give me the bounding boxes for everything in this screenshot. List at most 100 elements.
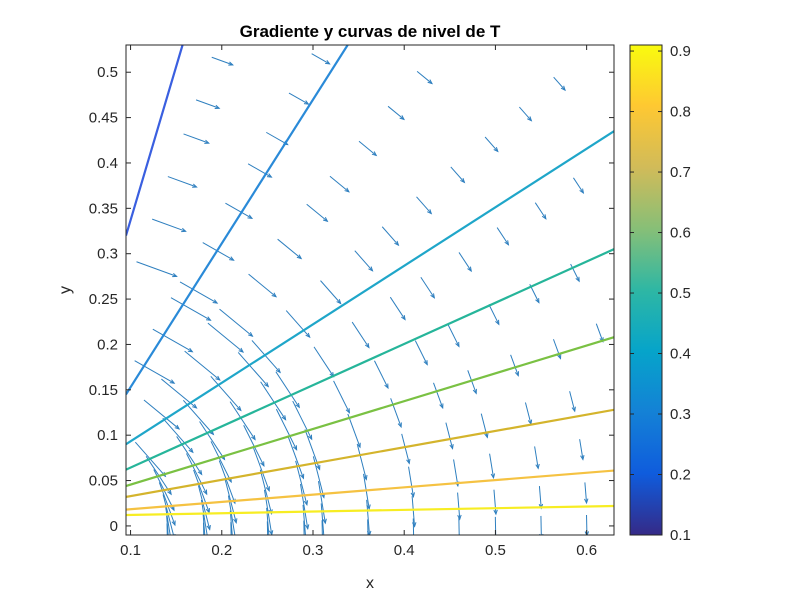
y-axis: 0 0.05 0.1 0.15 0.2 0.25 0.3 0.35 0.4 0.45 0.5	[89, 64, 614, 535]
colorbar	[629, 44, 663, 536]
gradient-arrow-head	[495, 319, 500, 326]
gradient-arrow-shaft	[260, 381, 287, 420]
gradient-arrow-head	[188, 447, 194, 454]
gradient-arrow-shaft	[401, 433, 410, 464]
gradient-arrow-shaft	[524, 402, 532, 425]
gradient-arrow-shaft	[218, 460, 236, 504]
gradient-arrow-head	[560, 85, 566, 92]
gradient-arrow-shaft	[277, 238, 302, 259]
gradient-arrow-head	[366, 504, 371, 511]
gradient-arrow-head	[170, 546, 173, 550]
gradient-arrow-head	[455, 341, 460, 348]
gradient-arrow-head	[233, 536, 236, 540]
gradient-arrow-head	[493, 147, 499, 153]
gradient-arrow-head	[460, 177, 466, 184]
gradient-arrow-shaft	[553, 76, 566, 91]
gradient-arrow-shaft	[458, 517, 460, 535]
gradient-arrow-shaft	[237, 352, 269, 387]
gradient-arrow-shaft	[510, 354, 519, 376]
gradient-arrow-head	[366, 530, 372, 535]
gradient-arrow-shaft	[230, 522, 232, 535]
gradient-arrow-shaft	[538, 486, 542, 509]
gradient-arrow-shaft	[229, 401, 256, 440]
y-tick-label: 0.5	[97, 64, 118, 81]
gradient-arrow-shaft	[251, 340, 281, 373]
gradient-arrow-shaft	[387, 105, 405, 120]
gradient-arrow-shaft	[416, 70, 433, 84]
gradient-arrow-shaft	[321, 520, 323, 535]
gradient-arrow-shaft	[229, 510, 233, 535]
gradient-arrow-head	[368, 266, 374, 272]
gradient-arrow-head	[206, 540, 209, 544]
gradient-arrow-shaft	[467, 370, 477, 394]
gradient-arrow-head	[166, 565, 170, 569]
gradient-arrow-head	[423, 360, 428, 366]
gradient-arrow-shaft	[176, 436, 203, 475]
gradient-arrow-shaft	[489, 453, 495, 478]
gradient-arrow-shaft	[573, 177, 584, 194]
gradient-arrow-shaft	[367, 519, 369, 535]
gradient-arrow-head	[467, 266, 472, 273]
contour-line	[126, 469, 614, 511]
gradient-arrow-head	[167, 489, 172, 496]
gradient-arrow-head	[493, 509, 498, 516]
gradient-arrow-head	[336, 299, 342, 305]
gradient-arrow-head	[399, 115, 405, 121]
gradient-arrow-head	[232, 552, 235, 556]
gradient-arrow-head	[305, 332, 311, 339]
gradient-arrow-head	[275, 368, 281, 374]
gradient-arrow-shaft	[411, 496, 416, 527]
gradient-arrow-head	[292, 445, 298, 451]
gradient-arrow-head	[230, 563, 234, 567]
gradient-arrow-head	[295, 402, 301, 409]
gradient-arrow-shaft	[333, 380, 350, 413]
gradient-arrow-shaft	[247, 163, 272, 178]
x-tick-label: 0.5	[485, 542, 506, 559]
gradient-arrow-head	[371, 151, 378, 157]
gradient-arrow-head	[265, 486, 270, 492]
gradient-arrow-head	[514, 371, 520, 377]
gradient-arrow-shaft	[579, 439, 584, 460]
gradient-arrow-shaft	[162, 417, 194, 453]
gradient-arrow-shaft	[166, 515, 169, 535]
colorbar-tick-label: 0.7	[670, 164, 691, 181]
gradient-arrow-shaft	[292, 400, 313, 440]
gradient-arrow-head	[187, 347, 194, 353]
gradient-arrow-head	[266, 173, 273, 178]
gradient-arrow-head	[557, 354, 562, 360]
gradient-arrow-shaft	[197, 485, 211, 530]
x-tick-label: 0.4	[394, 542, 415, 559]
gradient-arrow-head	[204, 139, 211, 144]
gradient-arrow-shaft	[243, 424, 265, 467]
gradient-arrow-shaft	[299, 483, 309, 529]
gradient-arrow-shaft	[303, 520, 305, 535]
gradient-arrow-shaft	[152, 328, 193, 353]
gradient-arrow-shaft	[450, 166, 465, 183]
gradient-arrow-head	[410, 492, 415, 498]
y-tick-label: 0.3	[97, 246, 118, 263]
gradient-arrow-shaft	[288, 92, 309, 105]
gradient-arrow-head	[580, 454, 585, 461]
gradient-arrow-head	[174, 424, 181, 430]
gradient-arrow-head	[406, 458, 411, 465]
y-axis-label: y	[57, 286, 74, 294]
gradient-arrow-shaft	[493, 489, 497, 515]
gradient-arrow-head	[457, 514, 462, 521]
gradient-arrow-head	[571, 406, 576, 413]
gradient-arrow-shaft	[457, 492, 461, 520]
gradient-arrow-shaft	[347, 413, 361, 448]
x-tick-label: 0.3	[303, 542, 324, 559]
gradient-arrow-head	[325, 60, 331, 65]
gradient-arrow-head	[197, 469, 203, 476]
gradient-arrow-head	[214, 104, 221, 110]
gradient-arrow-shaft	[416, 196, 432, 214]
gradient-arrow-shaft	[199, 421, 225, 460]
colorbar-tick-label: 0.5	[670, 285, 691, 302]
gradient-arrow-shaft	[329, 175, 350, 193]
gradient-arrow-head	[584, 531, 590, 535]
gradient-arrow-shaft	[445, 422, 454, 449]
y-tick-label: 0.05	[89, 473, 118, 490]
gradient-arrow-shaft	[275, 408, 298, 450]
gradient-arrow-shaft	[259, 469, 273, 514]
